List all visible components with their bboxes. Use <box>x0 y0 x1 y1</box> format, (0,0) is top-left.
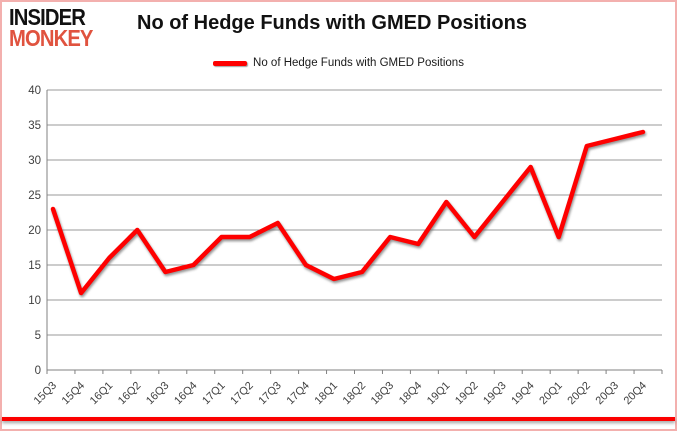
svg-text:20: 20 <box>28 225 41 237</box>
legend-line-swatch <box>213 60 248 66</box>
svg-text:15Q3: 15Q3 <box>32 380 60 408</box>
svg-text:17Q1: 17Q1 <box>200 380 228 408</box>
svg-text:20Q1: 20Q1 <box>537 380 565 408</box>
svg-text:5: 5 <box>35 330 41 342</box>
svg-text:18Q4: 18Q4 <box>397 380 425 408</box>
gridlines <box>47 89 662 336</box>
logo-monkey-text: MONKEY <box>9 25 93 51</box>
svg-text:17Q3: 17Q3 <box>256 380 284 408</box>
svg-text:25: 25 <box>28 190 41 202</box>
x-axis-labels: 15Q3 15Q4 16Q1 16Q2 16Q3 16Q4 17Q1 17Q2 17Q3 17Q4… <box>32 380 650 408</box>
svg-text:19Q2: 19Q2 <box>453 380 481 408</box>
svg-text:35: 35 <box>28 120 41 132</box>
svg-text:15: 15 <box>28 260 41 272</box>
svg-text:20Q2: 20Q2 <box>565 380 593 408</box>
legend: No of Hedge Funds with GMED Positions <box>0 57 677 69</box>
series-line <box>50 129 646 296</box>
svg-text:18Q3: 18Q3 <box>369 380 397 408</box>
svg-text:40: 40 <box>28 85 41 97</box>
axes <box>46 90 663 374</box>
svg-text:16Q1: 16Q1 <box>88 380 116 408</box>
svg-text:19Q3: 19Q3 <box>481 380 509 408</box>
logo-insider-text: INSIDER <box>9 4 86 30</box>
svg-text:30: 30 <box>28 155 41 167</box>
svg-text:17Q4: 17Q4 <box>284 380 312 408</box>
svg-text:18Q2: 18Q2 <box>341 380 369 408</box>
svg-text:19Q1: 19Q1 <box>425 380 453 408</box>
svg-text:20Q3: 20Q3 <box>594 380 622 408</box>
svg-text:20Q4: 20Q4 <box>622 380 650 408</box>
svg-text:17Q2: 17Q2 <box>228 380 256 408</box>
svg-text:16Q4: 16Q4 <box>172 380 200 408</box>
svg-text:16Q2: 16Q2 <box>116 380 144 408</box>
svg-text:18Q1: 18Q1 <box>313 380 341 408</box>
legend-label: No of Hedge Funds with GMED Positions <box>253 57 464 69</box>
svg-text:10: 10 <box>28 295 41 307</box>
svg-text:16Q3: 16Q3 <box>144 380 172 408</box>
bottom-red-bar <box>2 417 675 421</box>
y-axis-labels: 0 5 10 15 20 25 30 35 40 <box>28 85 41 377</box>
chart-title: No of Hedge Funds with GMED Positions <box>137 12 527 34</box>
svg-text:15Q4: 15Q4 <box>60 380 88 408</box>
insider-monkey-logo: INSIDER MONKEY <box>9 4 93 51</box>
svg-text:19Q4: 19Q4 <box>509 380 537 408</box>
svg-text:0: 0 <box>35 365 41 377</box>
